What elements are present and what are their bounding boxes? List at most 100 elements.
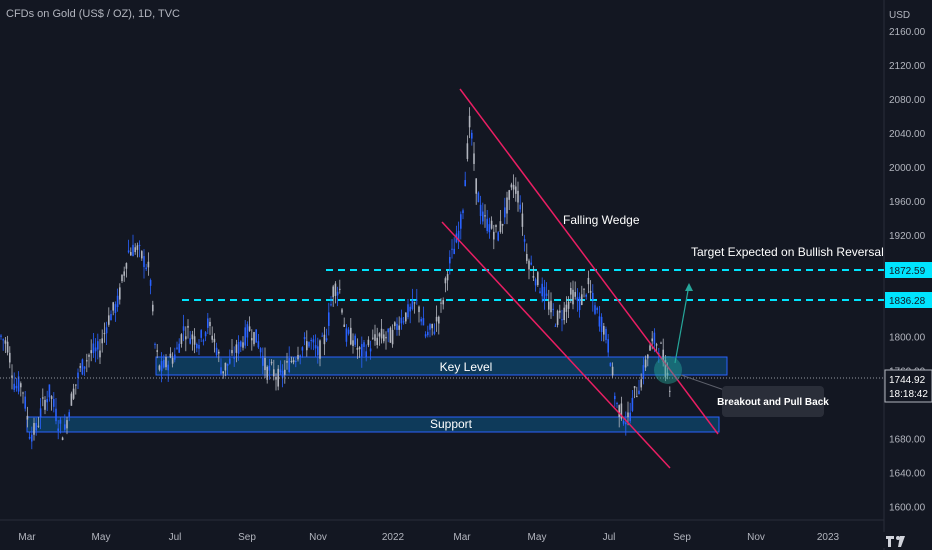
x-tick-label: Jul [603,532,616,543]
candle-body [440,302,442,304]
y-tick-label: 2080.00 [889,95,926,106]
candle-body [310,339,312,341]
candle-body [130,252,132,256]
y-tick-label: 1640.00 [889,469,926,480]
candle-body [451,248,453,250]
candle-body [319,340,321,359]
y-tick-label: 2040.00 [889,129,926,140]
candle-body [55,408,57,422]
candle-body [572,289,574,305]
tradingview-logo-icon [883,532,909,548]
breakout-callout[interactable] [722,386,824,417]
candle-body [651,338,653,342]
candle-body [433,331,436,334]
candle-body [211,335,213,340]
candle-body [167,364,169,371]
candle-body [618,405,620,417]
candle-body [152,304,154,312]
candle-body [196,343,198,349]
candle-body [589,291,592,293]
candle-body [424,334,427,337]
candle-body [284,369,286,375]
x-tick-label: Mar [453,532,471,543]
y-tick-label: 2120.00 [889,61,926,72]
candle-body [182,326,185,331]
candle-body [537,272,539,286]
candle-body [66,420,68,429]
candle-body [484,215,486,217]
candle-body [356,347,359,350]
candle-body [17,376,20,392]
candle-body [510,184,513,188]
x-tick-label: Jul [169,532,182,543]
x-tick-label: Nov [747,532,765,543]
candle-body [286,360,288,363]
candle-body [101,338,103,344]
candle-body [512,184,515,190]
candle-body [394,322,396,326]
candle-body [229,358,231,364]
candle-body [134,247,136,253]
candle-body [15,385,18,389]
falling-wedge-label: Falling Wedge [563,213,640,227]
candle-body [519,204,521,210]
candle-body [490,220,493,229]
x-tick-label: 2023 [817,532,840,543]
candle-body [259,348,262,353]
candle-body [200,330,202,338]
wedge-lower-line[interactable] [441,221,671,469]
candle-body [121,274,123,282]
candle-body [341,309,343,313]
candle-body [581,294,583,306]
candle-body [136,245,139,250]
candle-body [323,334,326,345]
candle-body [35,423,37,431]
candle-body [79,366,81,368]
candle-body [444,278,447,284]
candle-body [114,304,117,314]
candle-body [90,350,92,354]
price-candles [0,107,671,450]
candle-body [669,390,671,392]
wedge-upper-line[interactable] [459,88,719,435]
candle-body [532,275,535,278]
candle-body [42,397,44,399]
candle-body [116,295,119,308]
candle-body [301,347,304,351]
candle-body [554,325,557,327]
candle-body [464,180,466,187]
target-arrow[interactable] [674,284,690,364]
candle-body [330,304,332,306]
candle-body [611,366,614,376]
candle-body [653,332,656,344]
level-tag-1836-text: 1836.28 [889,296,926,307]
candle-body [556,310,559,325]
candle-body [396,323,398,330]
candle-body [123,271,125,276]
candle-body [28,436,31,439]
candle-body [429,324,431,330]
candle-body [638,390,640,395]
candle-body [110,314,112,321]
candle-body [255,329,257,343]
candle-body [220,367,222,374]
candle-body [407,304,409,318]
candle-body [600,316,603,332]
candle-body [376,337,378,345]
candle-body [350,327,352,345]
candle-body [576,297,579,301]
candle-body [4,340,7,344]
candle-body [402,321,405,323]
candle-body [312,339,315,343]
target-label: Target Expected on Bullish Reversal [691,245,884,259]
candle-body [171,357,174,364]
candle-body [213,338,216,343]
candle-body [526,254,528,261]
candle-body [279,369,282,373]
y-tick-label: 1800.00 [889,333,926,344]
candle-body [594,305,596,314]
candle-body [466,143,469,159]
candle-body [174,354,176,360]
candle-body [365,351,367,358]
